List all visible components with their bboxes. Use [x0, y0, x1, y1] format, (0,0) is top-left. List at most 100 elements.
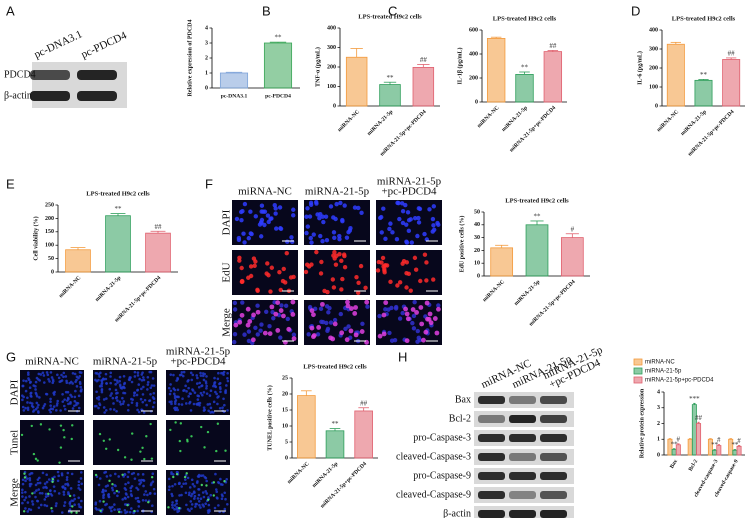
cell-nucleus	[139, 481, 143, 484]
cell-nucleus	[246, 338, 252, 344]
cell-nucleus	[28, 484, 32, 488]
cell-nucleus	[356, 205, 361, 211]
y-tick-label: 100	[327, 84, 336, 90]
cell-nucleus	[408, 288, 413, 293]
cell-nucleus	[190, 478, 194, 482]
panel-label: F	[205, 176, 213, 191]
cell-nucleus	[326, 310, 331, 315]
cell-nucleus	[187, 378, 190, 382]
cell-nucleus	[167, 477, 171, 481]
y-tick-label: 0	[205, 85, 208, 91]
cell-nucleus	[57, 376, 61, 380]
cell-nucleus	[275, 328, 281, 333]
cell-nucleus	[30, 395, 33, 398]
cell-nucleus	[412, 255, 418, 261]
bar	[543, 51, 563, 103]
cell-nucleus	[272, 202, 277, 208]
cell-nucleus	[214, 488, 218, 491]
cell-nucleus	[202, 378, 206, 382]
bar	[732, 449, 738, 456]
cell-nucleus	[98, 384, 102, 388]
cell-nucleus	[172, 475, 175, 479]
cell-nucleus	[97, 406, 100, 410]
cell-nucleus	[377, 333, 383, 339]
cell-nucleus	[69, 393, 72, 397]
cell-nucleus	[422, 252, 428, 257]
cell-nucleus	[95, 379, 99, 383]
blot-band	[509, 453, 536, 461]
cell-nucleus	[309, 240, 314, 245]
cell-nucleus	[246, 236, 251, 241]
cell-nucleus	[218, 385, 222, 389]
cell-nucleus	[328, 320, 334, 325]
significance-label: #	[717, 436, 721, 444]
cell-nucleus	[44, 485, 47, 489]
cell-nucleus	[22, 510, 26, 513]
cell-nucleus	[113, 378, 117, 382]
cell-nucleus	[108, 387, 112, 391]
cell-nucleus	[279, 303, 284, 308]
cell-nucleus	[309, 325, 315, 331]
x-tick-label: miRNA-21-5p	[513, 279, 541, 307]
cell-nucleus	[188, 400, 192, 404]
cell-nucleus	[55, 404, 59, 407]
cell-nucleus	[213, 376, 216, 380]
cell-nucleus	[53, 475, 56, 479]
cell-nucleus	[21, 405, 25, 409]
chart-title: LPS-treated H9c2 cells	[303, 363, 367, 370]
cell-nucleus	[100, 383, 103, 386]
cell-nucleus	[80, 499, 83, 503]
cell-nucleus	[233, 322, 239, 328]
cell-nucleus	[77, 376, 80, 380]
cell-nucleus	[73, 497, 77, 501]
cell-nucleus	[37, 403, 40, 407]
blot-row-label: PDCD4	[4, 69, 36, 80]
cell-nucleus	[306, 332, 311, 337]
cell-nucleus	[43, 498, 47, 501]
cell-nucleus	[190, 378, 194, 382]
blot-band	[478, 434, 505, 442]
cell-nucleus	[269, 304, 275, 310]
cell-nucleus	[28, 482, 32, 486]
cell-nucleus	[307, 304, 313, 310]
bar	[297, 395, 316, 459]
x-tick-label: miRNA-21-5p+pc-PDCD4	[114, 275, 163, 324]
cell-nucleus	[105, 447, 108, 450]
cell-nucleus	[64, 483, 67, 486]
cell-nucleus	[216, 402, 219, 406]
cell-nucleus	[70, 472, 74, 476]
cell-nucleus	[173, 394, 177, 398]
cell-nucleus	[40, 491, 44, 495]
cell-nucleus	[130, 380, 134, 384]
blot-row-label: cleaved-Caspase-9	[396, 489, 471, 500]
blot-band	[509, 510, 536, 518]
cell-nucleus	[240, 208, 245, 214]
cell-nucleus	[201, 393, 204, 397]
cell-nucleus	[241, 231, 246, 236]
cell-nucleus	[344, 337, 350, 343]
cell-nucleus	[135, 402, 139, 405]
cell-nucleus	[345, 303, 351, 309]
cell-nucleus	[266, 219, 271, 225]
cell-nucleus	[21, 501, 24, 505]
image-row-label: DAPI	[9, 379, 21, 405]
blot-band	[478, 472, 505, 480]
cell-nucleus	[171, 503, 174, 507]
cell-nucleus	[320, 214, 325, 219]
cell-nucleus	[416, 220, 422, 225]
cell-nucleus	[119, 510, 123, 514]
cell-nucleus	[105, 397, 108, 400]
cell-nucleus	[314, 199, 319, 205]
cell-nucleus	[61, 400, 65, 403]
cell-nucleus	[34, 483, 38, 487]
cell-nucleus	[342, 203, 347, 208]
cell-nucleus	[77, 480, 81, 484]
y-tick-label: 0	[475, 99, 478, 105]
cell-nucleus	[137, 505, 141, 508]
cell-nucleus	[23, 472, 26, 475]
cell-nucleus	[380, 255, 386, 261]
cell-nucleus	[22, 409, 26, 412]
cell-nucleus	[41, 471, 45, 475]
cell-nucleus	[216, 422, 220, 425]
blot-row-label: β-actin	[443, 508, 471, 518]
